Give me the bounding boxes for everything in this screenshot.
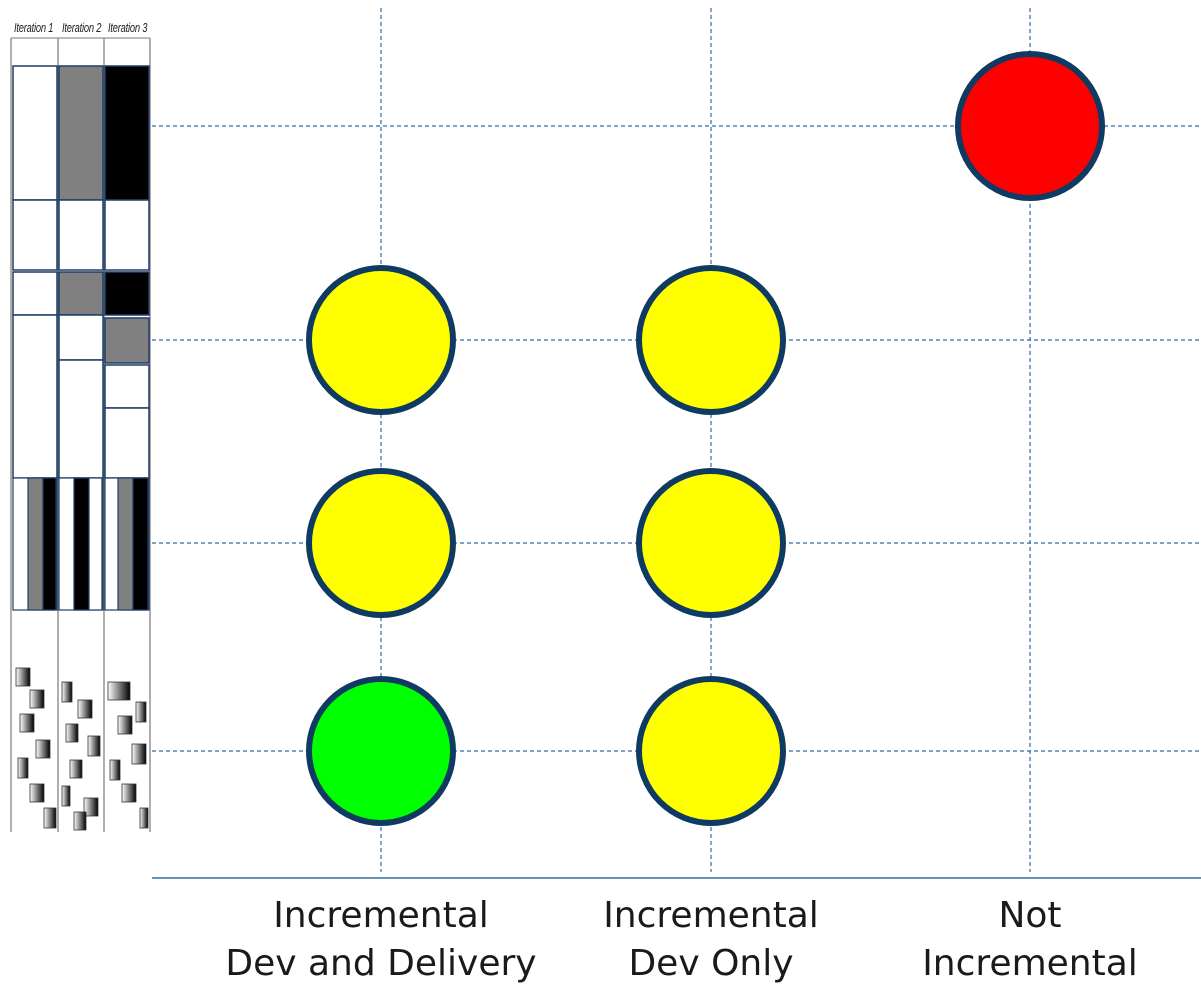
strip-section-3: [12, 477, 150, 611]
column-label-line: Dev and Delivery: [225, 943, 537, 984]
column-label-line: Incremental: [603, 895, 819, 936]
status-circle-green: [306, 676, 456, 826]
iteration-3-label: Iteration 3: [108, 20, 148, 35]
status-circle-yellow: [306, 468, 456, 618]
status-circle-yellow: [636, 468, 786, 618]
iteration-strip: [10, 37, 151, 832]
column-label-line: Incremental: [273, 895, 489, 936]
status-circle-yellow: [636, 676, 786, 826]
column-label-line: Incremental: [922, 943, 1138, 984]
column-label-line: Dev Only: [628, 943, 794, 984]
column-label-incremental-dev-and-delivery: Incremental Dev and Delivery: [221, 892, 541, 988]
status-circles: [306, 51, 1105, 826]
iteration-2-label: Iteration 2: [62, 20, 102, 35]
strip-section-1: [12, 65, 150, 271]
strip-section-2: [12, 271, 150, 479]
iteration-1-label: Iteration 1: [14, 20, 54, 35]
strip-section-4: [15, 667, 149, 831]
status-circle-yellow: [636, 265, 786, 415]
status-circle-yellow: [306, 265, 456, 415]
column-label-incremental-dev-only: Incremental Dev Only: [551, 892, 871, 988]
column-label-not-incremental: Not Incremental: [870, 892, 1190, 988]
column-label-line: Not: [998, 895, 1062, 936]
status-circle-red: [955, 51, 1105, 201]
